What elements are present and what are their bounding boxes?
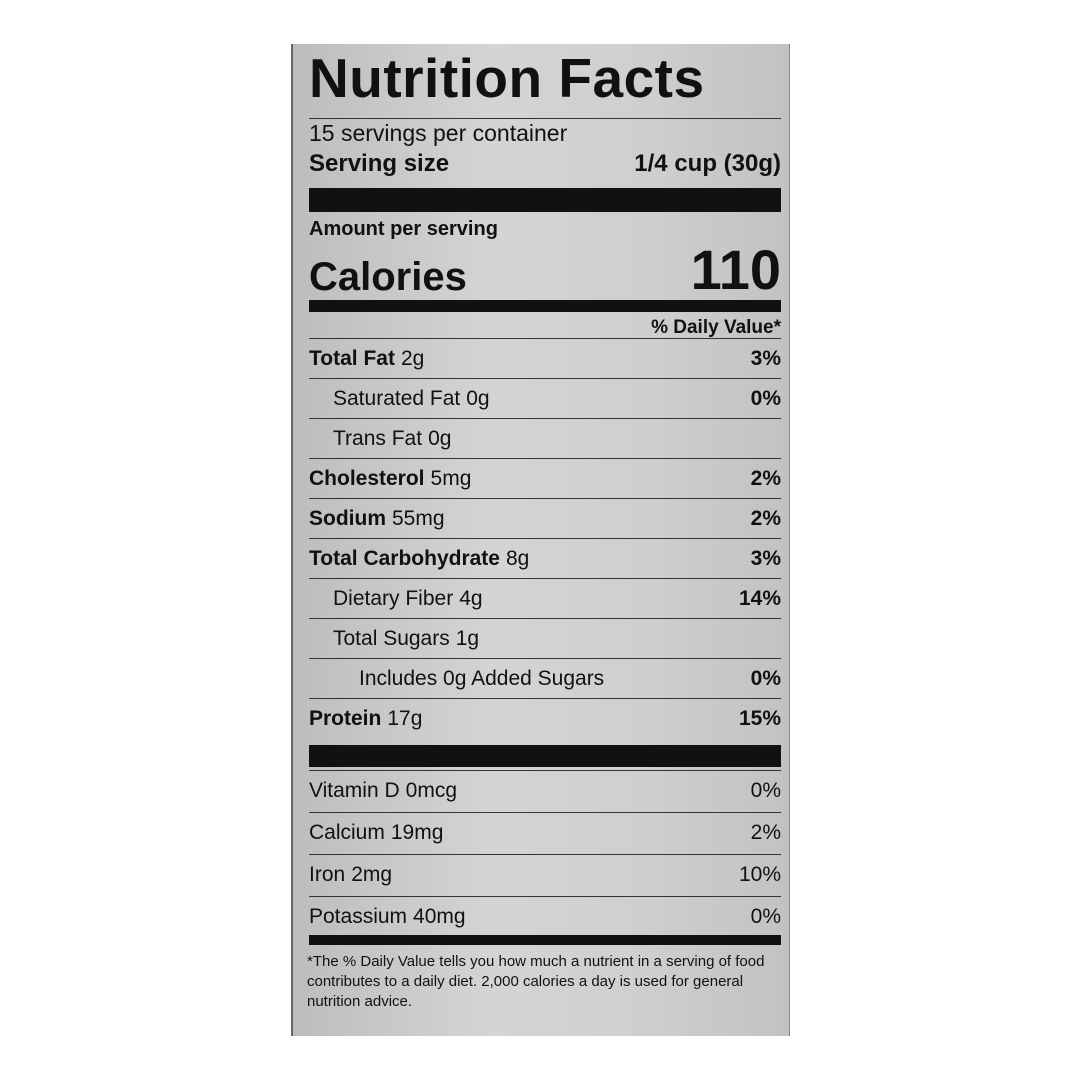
nutrient-daily-value: 2% [750, 821, 781, 844]
nutrient-amount: 4g [459, 587, 483, 610]
nutrient-label: Includes 0g Added Sugars [309, 667, 610, 691]
nutrient-label: Total Fat 2g [309, 347, 424, 371]
nutrient-daily-value: 0% [750, 905, 781, 928]
nutrient-name: Total Fat [309, 347, 395, 370]
divider [309, 418, 781, 419]
nutrient-amount: 40mg [413, 905, 466, 928]
nutrient-daily-value: 2% [750, 467, 781, 490]
nutrient-name: Cholesterol [309, 467, 425, 490]
divider [309, 338, 781, 339]
servings-per-container: 15 servings per container [309, 120, 568, 146]
divider [309, 896, 781, 897]
nutrient-row: Vitamin D 0mcg 0% [309, 772, 781, 810]
divider [309, 698, 781, 699]
nutrient-label: Protein 17g [309, 707, 422, 731]
thick-divider [309, 188, 781, 212]
calories-value: 110 [690, 238, 781, 301]
daily-value-header: % Daily Value* [651, 317, 781, 338]
nutrient-amount: 1g [455, 627, 480, 650]
nutrient-row: Protein 17g 15% [309, 700, 781, 738]
divider [309, 458, 781, 459]
nutrient-name: Includes 0g Added Sugars [359, 667, 605, 690]
nutrition-facts-label: Nutrition Facts 15 servings per containe… [291, 44, 790, 1036]
nutrient-label: Total Sugars 1g [309, 627, 479, 651]
nutrient-label: Total Carbohydrate 8g [309, 547, 529, 571]
nutrient-daily-value: 0% [750, 387, 781, 410]
divider [309, 498, 781, 499]
nutrient-amount: 2mg [351, 863, 393, 886]
nutrient-label: Trans Fat 0g [309, 427, 451, 451]
nutrient-label: Cholesterol 5mg [309, 467, 471, 491]
nutrient-name: Sodium [309, 507, 386, 530]
calories-row: Calories 110 [309, 240, 781, 300]
nutrient-amount: 8g [505, 547, 530, 570]
nutrient-daily-value: 2% [750, 507, 781, 530]
nutrient-name: Potassium [309, 905, 408, 928]
nutrient-daily-value: 0% [750, 667, 781, 690]
nutrient-label: Potassium 40mg [309, 905, 466, 929]
nutrient-row: Dietary Fiber 4g 14% [309, 580, 781, 618]
divider [309, 812, 781, 813]
nutrient-row: Saturated Fat 0g 0% [309, 380, 781, 418]
nutrient-row: Iron 2mg 10% [309, 856, 781, 894]
nutrient-amount: 55mg [392, 507, 445, 530]
nutrient-label: Iron 2mg [309, 863, 392, 887]
divider [309, 378, 781, 379]
nutrient-amount: 0g [466, 387, 490, 410]
nutrient-name: Calcium [309, 821, 385, 844]
nutrient-amount: 17g [387, 707, 423, 730]
divider [309, 658, 781, 659]
nutrient-name: Dietary Fiber [333, 587, 454, 610]
nutrient-name: Protein [309, 707, 382, 730]
nutrient-label: Vitamin D 0mcg [309, 779, 457, 803]
nutrient-name: Vitamin D [309, 779, 400, 802]
thick-divider [309, 745, 781, 767]
nutrient-label: Calcium 19mg [309, 821, 443, 845]
nutrient-amount: 0g [428, 427, 452, 450]
nutrient-amount: 19mg [390, 821, 444, 844]
nutrient-amount: 0mcg [405, 779, 458, 802]
divider [309, 118, 781, 119]
nutrient-label: Dietary Fiber 4g [309, 587, 483, 611]
calories-label: Calories [309, 255, 467, 299]
nutrient-daily-value: 15% [738, 707, 781, 730]
nutrient-name: Total Sugars [333, 627, 450, 650]
footnote: *The % Daily Value tells you how much a … [307, 953, 765, 1010]
nutrient-name: Trans Fat [333, 427, 423, 450]
nutrient-row: Sodium 55mg 2% [309, 500, 781, 538]
divider [309, 854, 781, 855]
amount-per-serving: Amount per serving [309, 218, 498, 240]
nutrient-name: Total Carbohydrate [309, 547, 500, 570]
nutrient-row: Potassium 40mg 0% [309, 898, 781, 936]
divider [309, 770, 781, 771]
nutrient-amount: 5mg [430, 467, 472, 490]
nutrient-row: Calcium 19mg 2% [309, 814, 781, 852]
nutrient-row: Trans Fat 0g [309, 420, 781, 458]
nutrient-daily-value: 3% [750, 547, 781, 570]
label-title: Nutrition Facts [309, 47, 705, 109]
divider [309, 618, 781, 619]
medium-divider [309, 300, 781, 312]
nutrient-label: Sodium 55mg [309, 507, 445, 531]
nutrient-row: Total Fat 2g 3% [309, 340, 781, 378]
serving-size-row: Serving size 1/4 cup (30g) [309, 150, 781, 178]
nutrient-row: Total Sugars 1g [309, 620, 781, 658]
nutrient-daily-value: 0% [750, 779, 781, 802]
divider [309, 538, 781, 539]
nutrient-amount: 2g [400, 347, 425, 370]
nutrient-daily-value: 3% [750, 347, 781, 370]
nutrient-name: Iron [309, 863, 346, 886]
medium-divider [309, 935, 781, 945]
serving-size-label: Serving size [309, 150, 450, 177]
nutrient-daily-value: 14% [738, 587, 781, 610]
divider [309, 578, 781, 579]
nutrient-daily-value: 10% [738, 863, 781, 886]
nutrient-row: Cholesterol 5mg 2% [309, 460, 781, 498]
nutrient-label: Saturated Fat 0g [309, 387, 490, 411]
serving-size-value: 1/4 cup (30g) [634, 150, 781, 177]
nutrient-row: Includes 0g Added Sugars 0% [309, 660, 781, 698]
nutrient-name: Saturated Fat [333, 387, 461, 410]
nutrient-row: Total Carbohydrate 8g 3% [309, 540, 781, 578]
